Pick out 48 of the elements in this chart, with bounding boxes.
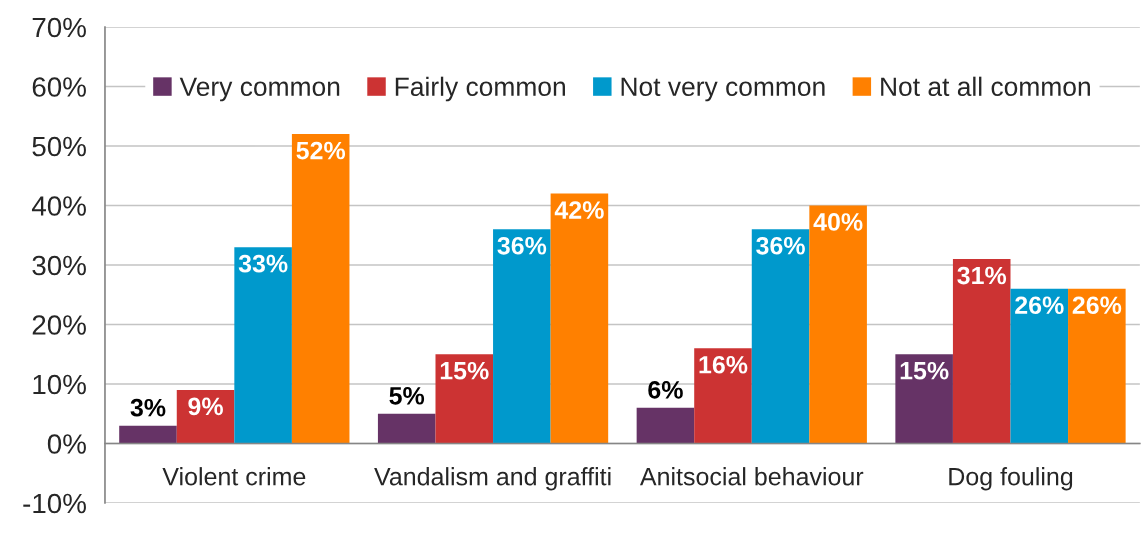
y-tick-label: 10% [33,374,86,395]
data-label: 3% [130,398,166,417]
bar [291,134,350,444]
data-label: 26% [1072,296,1122,315]
x-tick-label: Vandalism and graffiti [374,467,611,491]
data-label: 9% [188,397,223,416]
bar [377,413,436,444]
bar [694,348,752,444]
data-label: 26% [1015,296,1064,315]
legend-label: Not very common [621,77,825,102]
x-tick-label: Dog fouling [949,467,1073,491]
data-label: 40% [813,213,863,231]
bar [550,193,609,444]
legend-label: Fairly common [395,76,565,102]
data-label: 36% [497,236,547,255]
y-tick-label: 20% [32,315,86,335]
data-label: 6% [648,380,683,399]
bar [636,407,695,444]
x-tick-label: Violent crime [162,467,306,486]
bar [234,247,292,444]
data-label: 33% [238,254,288,273]
data-label: 42% [554,201,604,219]
bar [435,354,494,444]
y-tick-label: 50% [32,136,86,157]
data-label: 31% [957,266,1007,285]
data-label: 16% [699,355,748,374]
data-label: 15% [900,361,949,380]
data-label: 15% [440,361,489,380]
bar [1010,288,1069,444]
x-tick-label: Anitsocial behaviour [639,467,864,486]
data-label: 5% [389,386,425,405]
y-tick-label: 70% [32,17,86,38]
y-tick-label: 30% [32,255,86,276]
bar [895,354,953,444]
y-tick-label: -10% [23,493,86,514]
y-tick-label: 0% [47,434,86,454]
legend-label: Very common [179,77,340,102]
y-tick-label: 60% [32,77,86,97]
bar [952,259,1011,444]
y-tick-label: 40% [31,196,86,216]
bar [119,425,177,444]
data-label: 52% [296,141,346,160]
bar [751,229,810,444]
bar [1068,288,1126,444]
legend-label: Not at all common [881,76,1090,97]
bar [493,229,551,444]
bar [809,205,867,444]
data-label: 36% [756,236,805,255]
